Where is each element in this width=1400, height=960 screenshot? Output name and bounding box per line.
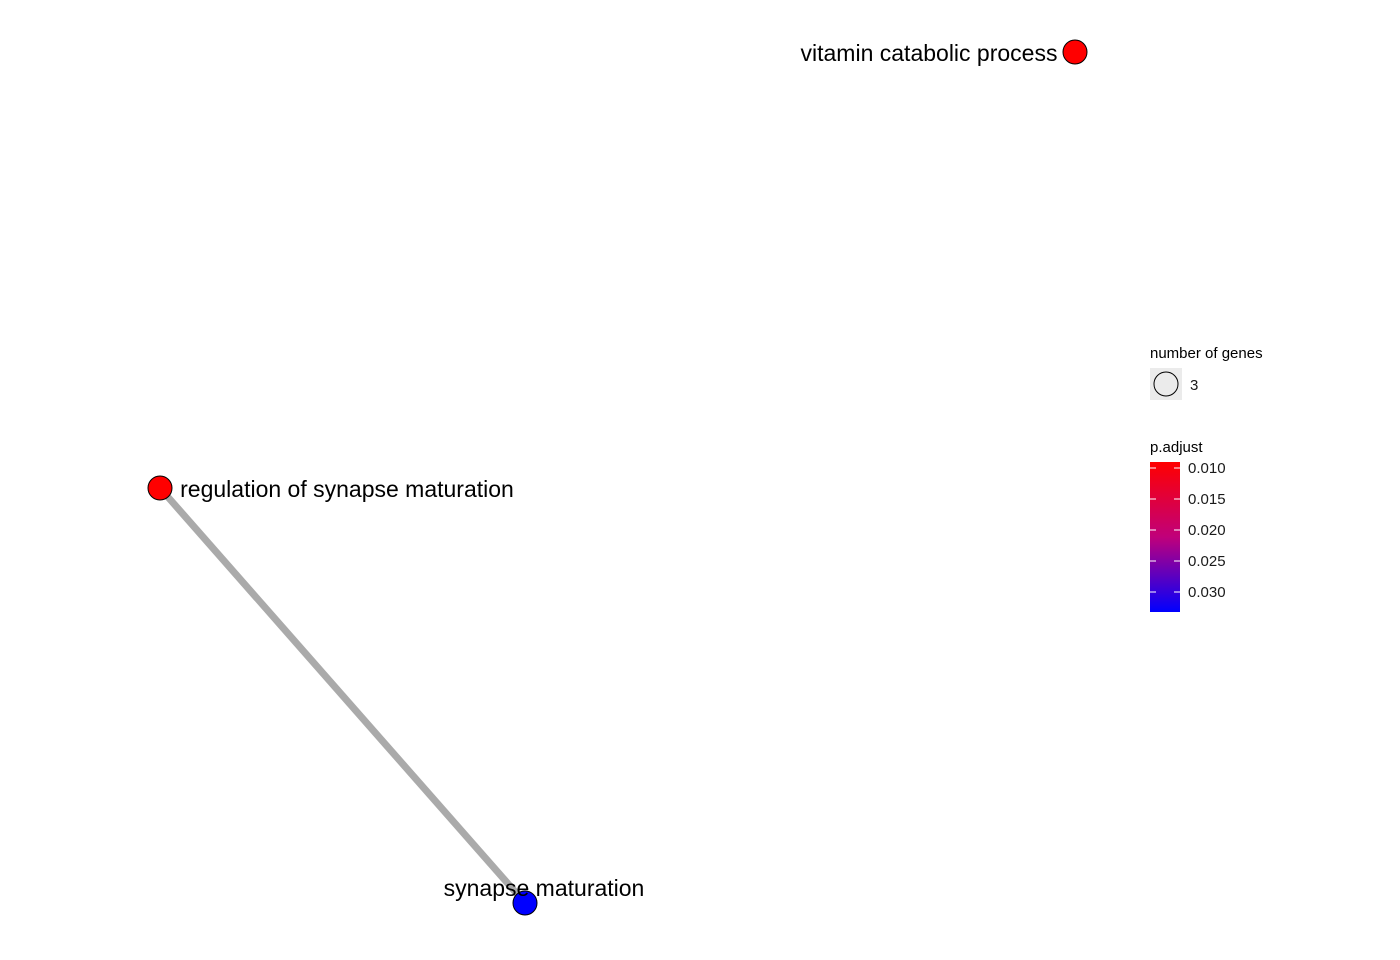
colorbar-tick-label: 0.010 — [1188, 460, 1226, 477]
edges-layer — [157, 485, 528, 906]
size-legend-title: number of genes — [1150, 345, 1263, 362]
node-label-synapse: synapse maturation — [444, 875, 645, 901]
colorbar-tick-label: 0.030 — [1188, 584, 1226, 601]
node-label-regulation: regulation of synapse maturation — [180, 476, 514, 502]
node-label-vitamin: vitamin catabolic process — [801, 40, 1058, 66]
color-legend-colorbar — [1150, 462, 1180, 612]
size-legend-key-circle — [1153, 371, 1179, 397]
color-legend-ticks: 0.010 0.015 0.020 0.025 0.030 — [1150, 460, 1226, 601]
colorbar-tick-label: 0.015 — [1188, 491, 1226, 508]
labels-layer: vitamin catabolic process regulation of … — [180, 40, 1057, 901]
color-legend-title: p.adjust — [1150, 439, 1203, 456]
size-legend-label: 3 — [1190, 377, 1198, 394]
colorbar-tick-label: 0.020 — [1188, 522, 1226, 539]
node-vitamin-catabolic-process[interactable] — [1062, 39, 1088, 65]
color-legend: p.adjust 0.010 0.015 0.020 0.025 0.030 — [1150, 439, 1226, 612]
size-legend: number of genes 3 — [1150, 345, 1263, 400]
colorbar-tick-label: 0.025 — [1188, 553, 1226, 570]
node-regulation-of-synapse-maturation[interactable] — [147, 475, 173, 501]
edge-regulation-to-synapse — [157, 485, 528, 906]
node-synapse-maturation[interactable] — [512, 890, 538, 916]
nodes-layer — [147, 39, 1088, 916]
